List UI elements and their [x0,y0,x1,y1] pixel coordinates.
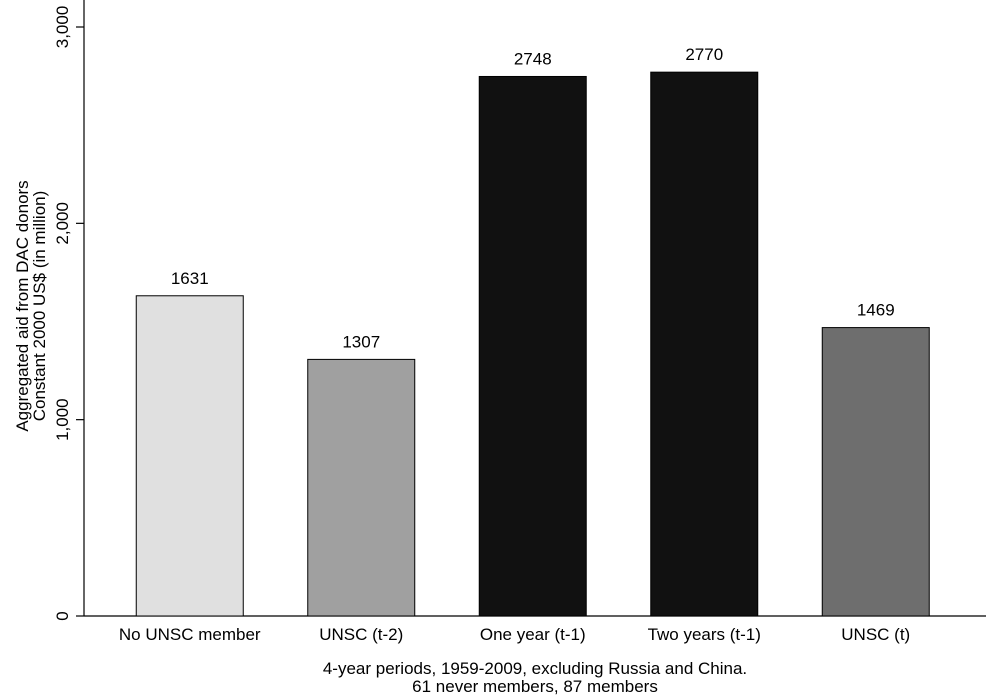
y-axis-title-line-2: Constant 2000 US$ (in million) [30,191,49,422]
y-tick-label: 3,000 [53,6,72,49]
x-axis-title: 4-year periods, 1959-2009, excluding Rus… [323,659,747,696]
bar-data-label: 1469 [857,301,895,320]
bars: 1631 1307 2748 2770 1469 [135,45,930,617]
x-axis-title-line-2: 61 never members, 87 members [412,677,658,696]
category-label: No UNSC member [119,625,261,644]
category-labels: No UNSC member UNSC (t-2) One year (t-1) Tw… [119,625,910,644]
y-tick-label: 1,000 [53,398,72,441]
bar-data-label: 1631 [171,269,209,288]
category-label: Two years (t-1) [648,625,761,644]
bar [307,358,416,617]
bar-data-label: 2748 [514,49,552,68]
category-label: UNSC (t-2) [319,625,403,644]
y-axis-title: Aggregated aid from DAC donors Constant … [13,180,49,431]
bar [135,295,244,617]
y-ticks: 0 1,000 2,000 3,000 [53,6,84,621]
y-tick-label: 2,000 [53,202,72,245]
y-axis-title-line-1: Aggregated aid from DAC donors [13,180,32,431]
category-label: One year (t-1) [480,625,586,644]
bar [650,71,759,617]
y-tick-label: 0 [53,611,72,620]
bar-data-label: 1307 [342,332,380,351]
bar [478,75,587,617]
category-label: UNSC (t) [841,625,910,644]
bar-data-label: 2770 [685,45,723,64]
bar [821,327,930,617]
x-axis-title-line-1: 4-year periods, 1959-2009, excluding Rus… [323,659,747,678]
